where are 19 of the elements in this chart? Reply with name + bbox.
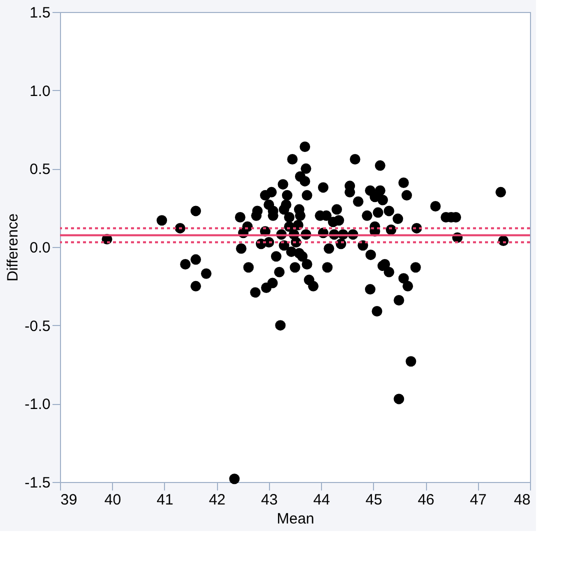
y-axis-title: Difference	[4, 213, 22, 282]
x-tick-label: 39	[60, 492, 78, 508]
x-tick-label: 43	[261, 492, 278, 508]
x-tick-label: 45	[365, 492, 382, 508]
y-tick-label: 0.5	[30, 161, 50, 178]
x-tick-label: 42	[208, 492, 226, 508]
y-tick-label: -0.5	[24, 318, 50, 335]
x-tick-label: 48	[514, 492, 530, 508]
y-tick-label: 0.0	[30, 240, 50, 256]
y-tick-label: 1.0	[30, 82, 50, 100]
y-tick-label: -1.0	[24, 396, 50, 414]
y-tick-label: -1.5	[24, 474, 50, 492]
x-axis-title: Mean	[276, 510, 314, 528]
x-tick-label: 46	[418, 492, 434, 508]
x-tick-label: 47	[470, 492, 487, 508]
y-tick-label: 1.5	[30, 4, 50, 22]
x-tick-label: 44	[313, 492, 330, 508]
x-tick-label: 41	[156, 492, 174, 508]
x-tick-label: 40	[104, 492, 122, 508]
